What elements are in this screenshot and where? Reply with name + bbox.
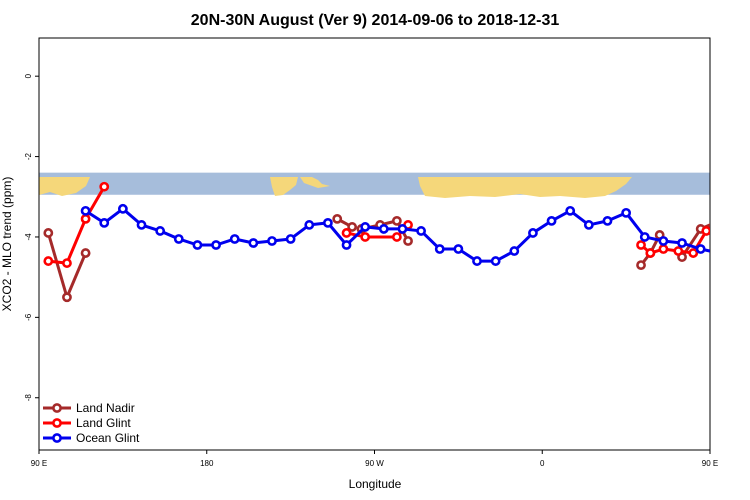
- data-point: [391, 232, 402, 242]
- y-axis-label: XCO2 - MLO trend (ppm): [0, 177, 14, 312]
- data-point: [528, 228, 538, 238]
- data-point: [695, 244, 706, 254]
- data-point: [360, 222, 371, 232]
- data-point: [323, 217, 333, 228]
- legend-label: Ocean Glint: [76, 431, 140, 445]
- data-point: [80, 205, 91, 216]
- data-point: [565, 205, 576, 216]
- data-point: [434, 244, 445, 254]
- y-tick-label: -8: [24, 394, 33, 402]
- map-land: [39, 177, 90, 196]
- data-point: [229, 234, 240, 244]
- data-point: [117, 203, 128, 214]
- data-point: [734, 233, 741, 240]
- data-point: [136, 220, 147, 230]
- data-point: [639, 232, 650, 242]
- data-point: [701, 226, 710, 236]
- y-tick-label: 0: [24, 73, 33, 78]
- series-line: [48, 185, 106, 265]
- data-point: [602, 215, 613, 226]
- x-tick-label: 90 E: [31, 459, 47, 468]
- data-point: [248, 238, 259, 248]
- data-point: [285, 234, 296, 244]
- map-land: [418, 177, 632, 198]
- x-tick-label: 180: [200, 459, 214, 468]
- data-point: [677, 238, 687, 248]
- data-point: [583, 220, 594, 230]
- data-point: [472, 256, 482, 266]
- series-layer: [43, 181, 750, 303]
- data-point: [734, 247, 741, 254]
- data-point: [391, 215, 402, 226]
- data-point: [80, 213, 91, 224]
- data-point: [99, 217, 110, 228]
- data-point: [673, 246, 684, 256]
- series-line: [725, 187, 750, 263]
- world-map-band: [39, 172, 710, 198]
- x-tick-label: 0: [540, 459, 545, 468]
- data-point: [341, 228, 352, 238]
- data-point: [636, 240, 646, 250]
- data-point: [347, 222, 358, 232]
- data-point: [43, 228, 54, 238]
- x-tick-label: 90 E: [702, 459, 718, 468]
- legend-label: Land Glint: [76, 416, 131, 430]
- y-tick-label: -6: [24, 313, 33, 321]
- map-land: [270, 177, 298, 196]
- legend-swatch-marker: [52, 433, 62, 443]
- data-point: [341, 240, 352, 250]
- data-point: [173, 234, 184, 244]
- data-point: [62, 292, 72, 303]
- data-point: [62, 258, 72, 268]
- data-point: [43, 256, 54, 266]
- plot-frame: [38, 37, 711, 451]
- legend-swatch-marker: [52, 403, 62, 413]
- data-point: [397, 224, 408, 234]
- data-point: [192, 240, 203, 250]
- y-tick-label: -4: [24, 233, 33, 241]
- data-point: [645, 248, 656, 258]
- data-point: [360, 232, 371, 242]
- y-tick-label: -2: [24, 152, 33, 160]
- y-axis-ticks: 0 -2 -4 -6 -8: [24, 73, 39, 401]
- data-point: [332, 213, 343, 224]
- data-point: [453, 244, 464, 254]
- data-point: [378, 224, 389, 234]
- legend-item: Ocean Glint: [43, 431, 140, 445]
- series-ocean-glint: [80, 203, 741, 266]
- data-point: [716, 217, 723, 224]
- chart-title: 20N-30N August (Ver 9) 2014-09-06 to 201…: [191, 12, 560, 29]
- data-point: [716, 249, 723, 256]
- legend-item: Land Nadir: [43, 401, 135, 415]
- data-point: [688, 248, 699, 258]
- data-point: [80, 248, 91, 258]
- data-point: [304, 220, 315, 230]
- data-point: [734, 239, 741, 246]
- legend-item: Land Glint: [43, 416, 131, 430]
- data-point: [211, 240, 221, 250]
- data-point: [636, 260, 646, 271]
- data-point: [267, 236, 277, 246]
- data-point: [658, 244, 669, 254]
- data-point: [155, 226, 166, 236]
- x-axis-ticks: 90 E 180 90 W 0 90 E: [31, 450, 718, 468]
- legend-label: Land Nadir: [76, 401, 135, 415]
- x-tick-label: 90 W: [365, 459, 384, 468]
- data-point: [403, 236, 413, 246]
- map-land: [300, 177, 330, 188]
- data-point: [721, 217, 728, 224]
- x-axis-label: Longitude: [349, 477, 402, 491]
- data-point: [546, 215, 557, 226]
- data-point: [658, 236, 669, 246]
- data-point: [509, 246, 520, 256]
- data-point: [99, 181, 110, 192]
- data-point: [490, 256, 501, 266]
- series-line: [680, 223, 710, 258]
- data-point: [416, 226, 426, 236]
- legend-swatch-marker: [52, 418, 62, 428]
- data-point: [621, 207, 632, 218]
